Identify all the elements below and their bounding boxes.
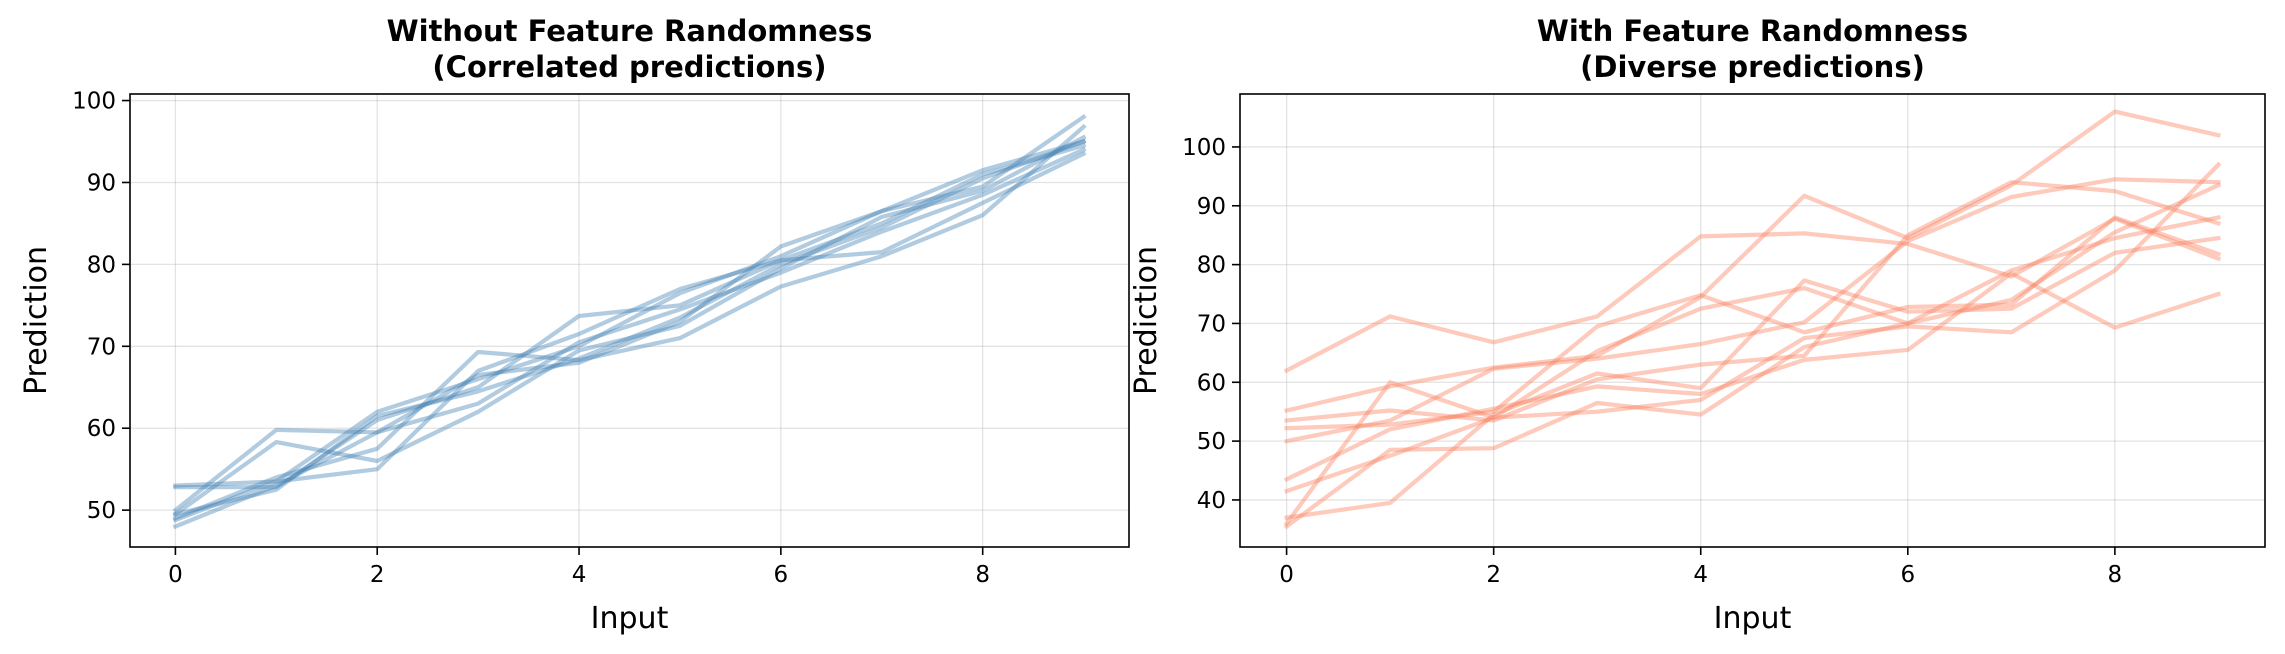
right-x-tick-label: 6 (1900, 562, 1915, 588)
left-chart-title-line-1: Without Feature Randomness (387, 14, 873, 48)
right-series-line-8 (1283, 215, 2221, 530)
right-x-tick-label: 8 (2108, 562, 2123, 588)
right-chart-panel: 0 2 4 6 8 40 50 60 70 80 90 100 With Feature Randomn… (1129, 14, 2266, 636)
right-x-axis-label: Input (1714, 601, 1792, 636)
left-x-tick-label: 8 (975, 562, 990, 588)
right-y-tick-label: 70 (1197, 311, 1226, 337)
left-y-tick-label: 100 (72, 89, 116, 115)
right-chart-title-line-2: (Diverse predictions) (1580, 50, 1925, 84)
left-y-tick-label: 50 (87, 498, 116, 524)
right-x-tick-label: 4 (1693, 562, 1708, 588)
right-series-line-4 (1284, 215, 2222, 431)
left-x-tick-label: 2 (370, 562, 385, 588)
left-series-line-5 (172, 123, 1087, 522)
right-x-tick-label: 2 (1486, 562, 1501, 588)
left-series-line-7 (172, 134, 1087, 518)
right-series-line-7 (1284, 235, 2221, 520)
left-chart-title-line-2: (Correlated predictions) (432, 50, 826, 84)
right-series-line-1 (1283, 216, 2222, 374)
left-series-line-8 (172, 138, 1087, 523)
left-series-line-1 (172, 138, 1087, 517)
left-x-axis-label: Input (591, 601, 669, 636)
right-x-tick-label: 0 (1279, 562, 1294, 588)
left-y-tick-label: 80 (87, 252, 116, 278)
right-axes-frame (1239, 93, 2266, 548)
left-y-tick-label: 90 (87, 170, 116, 196)
right-series-line-2 (1284, 109, 2221, 414)
left-y-axis-label: Prediction (19, 246, 54, 395)
right-y-axis-label: Prediction (1129, 246, 1164, 395)
left-series-line-2 (172, 146, 1087, 530)
left-series-line-6 (173, 150, 1087, 490)
left-series-line-3 (173, 143, 1087, 488)
right-series-line-3 (1284, 177, 2221, 444)
left-y-tick-label: 60 (87, 416, 116, 442)
right-y-tick-label: 80 (1197, 253, 1226, 279)
right-y-tick-label: 100 (1182, 135, 1226, 161)
right-y-tick-label: 40 (1197, 488, 1226, 514)
left-series-line-4 (172, 113, 1087, 514)
right-y-tick-label: 50 (1197, 429, 1226, 455)
left-x-tick-label: 6 (774, 562, 789, 588)
left-x-tick-label: 0 (168, 562, 183, 588)
right-series-line-9 (1283, 161, 2222, 527)
right-chart-title-line-1: With Feature Randomness (1537, 14, 1968, 48)
left-x-tick-label: 4 (572, 562, 587, 588)
left-axes-frame (129, 93, 1130, 548)
left-y-tick-label: 70 (87, 334, 116, 360)
left-chart-panel: 0 2 4 6 8 50 60 70 80 90 100 Without Feature Random… (19, 14, 1130, 636)
right-y-tick-label: 90 (1197, 194, 1226, 220)
right-series-line-6 (1283, 182, 2222, 494)
right-y-tick-label: 60 (1197, 370, 1226, 396)
right-series-line-5 (1283, 271, 2222, 483)
right-series-line-10 (1284, 180, 2222, 423)
